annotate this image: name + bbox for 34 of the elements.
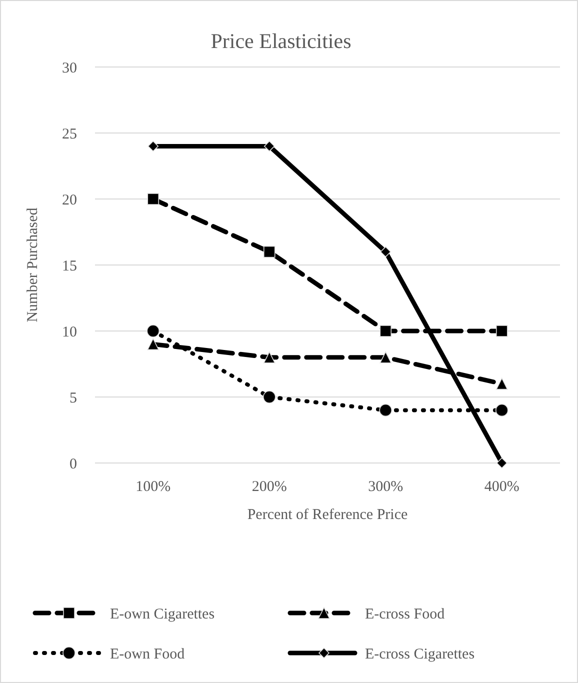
point [263, 246, 276, 258]
point [147, 338, 160, 350]
point [496, 325, 508, 337]
point [380, 246, 392, 258]
y-tick-label: 0 [70, 456, 77, 472]
point [380, 325, 392, 337]
point [495, 404, 508, 417]
legend-label: E-own Cigarettes [110, 606, 215, 622]
point [496, 458, 508, 468]
y-tick-label: 20 [62, 192, 77, 208]
point [379, 404, 392, 417]
point [264, 140, 275, 152]
x-tick-label: 100% [136, 479, 171, 495]
point [148, 140, 159, 152]
legend-label: E-own Food [110, 646, 186, 662]
y-tick-label: 25 [62, 126, 77, 142]
chart-title: Price Elasticities [210, 29, 352, 53]
y-axis-title: Number Purchased [25, 207, 41, 322]
point [380, 352, 392, 364]
y-tick-label: 10 [62, 324, 77, 340]
legend-label: E-cross Cigarettes [365, 646, 475, 662]
point [147, 193, 160, 205]
point [496, 378, 508, 390]
x-axis-title: Percent of Reference Price [247, 507, 408, 523]
point [262, 390, 276, 404]
point [146, 324, 160, 338]
point [263, 352, 276, 364]
y-tick-label: 30 [62, 60, 77, 76]
x-tick-label: 300% [368, 479, 404, 495]
x-tick-label: 400% [484, 479, 520, 495]
y-tick-label: 5 [70, 390, 77, 406]
x-tick-label: 200% [252, 479, 287, 495]
legend-label: E-cross Food [365, 606, 446, 622]
y-tick-label: 15 [62, 258, 77, 274]
